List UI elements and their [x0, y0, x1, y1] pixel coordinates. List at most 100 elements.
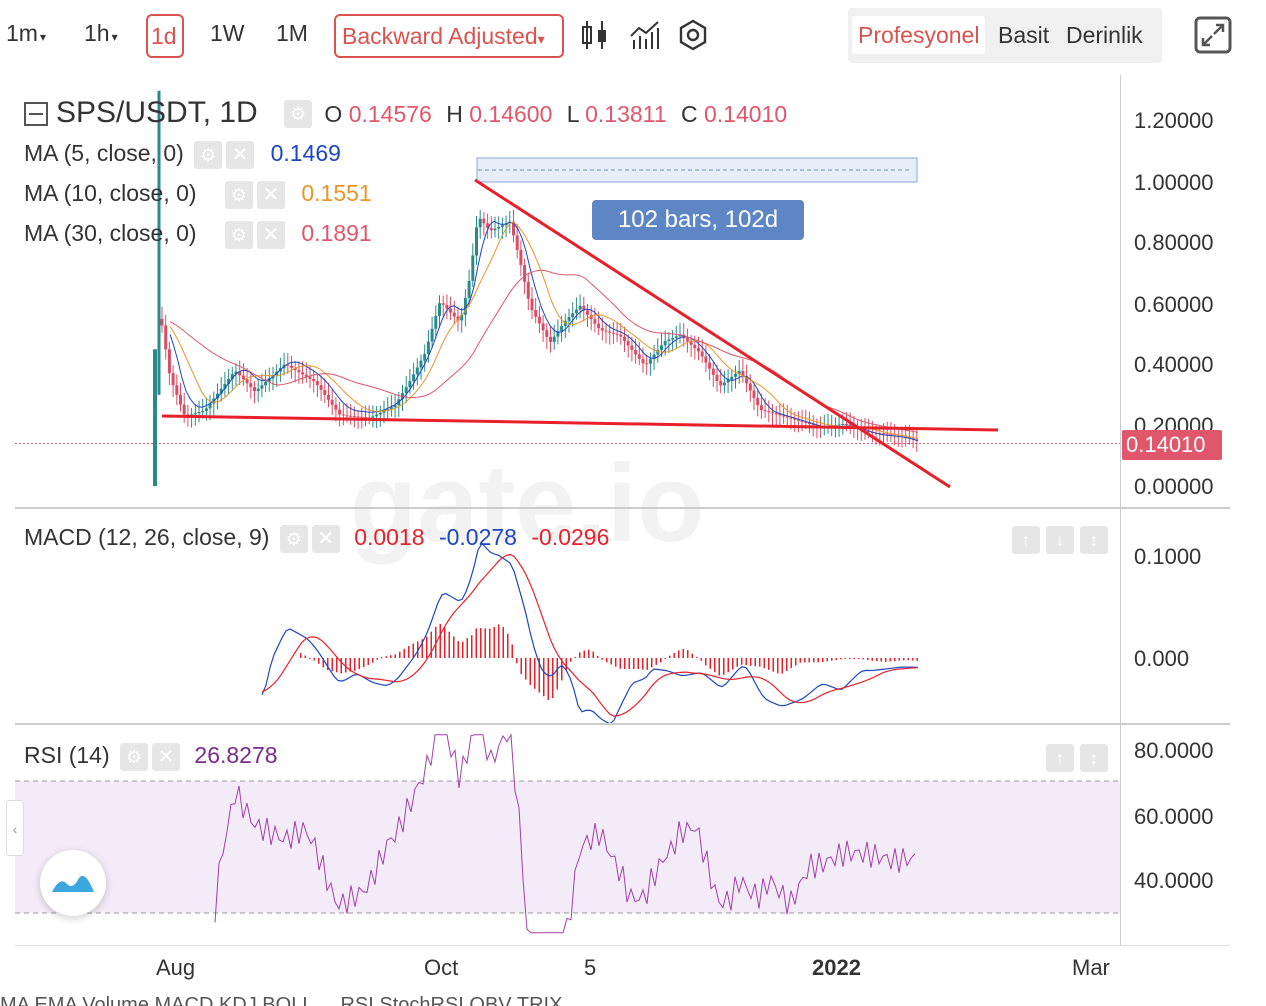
macd-histogram-bar: [457, 641, 459, 658]
macd-histogram-bar: [795, 658, 797, 666]
macd-histogram-bar: [727, 658, 729, 673]
macd-histogram-bar: [862, 658, 864, 660]
support-trendline: [161, 414, 999, 432]
macd-histogram-bar: [327, 658, 329, 670]
interval-label: 1h: [84, 20, 110, 46]
macd-histogram-bar: [817, 658, 819, 663]
candle-body: [260, 385, 264, 389]
interval-1d[interactable]: 1d: [146, 14, 184, 58]
macd-signal-value: -0.0278: [438, 524, 517, 550]
candle-body: [567, 317, 571, 321]
macd-histogram-bar: [759, 658, 761, 667]
ma-label: MA (5, close, 0): [24, 140, 184, 166]
interval-1h[interactable]: 1h ▾: [84, 20, 118, 47]
view-mode-profesyonel[interactable]: Profesyonel: [852, 16, 986, 54]
macd-histogram-bar: [489, 628, 491, 658]
rsi-band: [15, 781, 1120, 913]
ma10-legend: MA (10, close, 0) ⚙ ✕ 0.1551: [24, 180, 372, 209]
close-icon[interactable]: ✕: [256, 180, 285, 209]
pane-separator[interactable]: [15, 723, 1230, 725]
candle-body: [208, 403, 212, 409]
macd-histogram-bar: [763, 658, 765, 669]
candle-body: [345, 415, 349, 417]
interval-label: 1M: [276, 20, 308, 46]
close-icon[interactable]: ✕: [311, 524, 340, 553]
macd-histogram-bar: [309, 658, 311, 659]
candle-body: [330, 399, 334, 405]
gear-icon[interactable]: ⚙: [120, 742, 149, 771]
candle-body: [678, 334, 682, 337]
candle-body: [241, 375, 245, 380]
tradingview-logo-icon[interactable]: [40, 850, 106, 916]
macd-histogram-bar: [561, 658, 563, 681]
adjustment-dropdown[interactable]: Backward Adjusted▾: [334, 14, 564, 58]
interval-1m-month[interactable]: 1M: [276, 20, 308, 47]
resize-icon[interactable]: ↕: [1080, 526, 1108, 554]
interval-1w[interactable]: 1W: [210, 20, 245, 47]
price-tick: 0.60000: [1134, 292, 1214, 317]
candle-body: [693, 344, 697, 349]
rsi-chart[interactable]: [0, 726, 1120, 946]
price-tick: 0.80000: [1134, 230, 1214, 255]
macd-histogram-bar: [894, 658, 896, 661]
price-chart[interactable]: [0, 75, 1120, 505]
macd-histogram-bar: [723, 658, 725, 675]
candle-body: [604, 330, 608, 332]
move-up-icon[interactable]: ↑: [1012, 526, 1040, 554]
candle-body: [608, 331, 612, 333]
candle-body: [500, 225, 504, 227]
gear-icon[interactable]: ⚙: [224, 220, 253, 249]
macd-chart[interactable]: [0, 510, 1120, 725]
collapse-icon[interactable]: [24, 102, 48, 127]
macd-histogram-bar: [664, 658, 666, 659]
candle-body: [190, 414, 194, 416]
view-mode-basit[interactable]: Basit: [998, 22, 1050, 48]
close-icon[interactable]: ✕: [226, 140, 255, 169]
close-icon[interactable]: ✕: [256, 220, 285, 249]
close-icon[interactable]: ✕: [152, 742, 181, 771]
watermark-text: gate.io: [350, 442, 705, 565]
macd-histogram-bar: [619, 658, 621, 669]
candle-body: [848, 424, 852, 426]
candle-body: [597, 323, 601, 329]
candlestick-icon[interactable]: [578, 18, 612, 52]
candle-body: [327, 394, 330, 400]
last-price-badge: 0.14010: [1122, 430, 1222, 460]
macd-histogram-bar: [480, 628, 482, 658]
move-down-icon[interactable]: ↓: [1046, 526, 1074, 554]
macd-histogram-bar: [471, 635, 473, 658]
macd-histogram-bar: [592, 651, 594, 658]
indicators-icon[interactable]: [628, 18, 662, 52]
candle-body: [626, 341, 630, 346]
macd-histogram-bar: [790, 658, 792, 669]
candle-body: [667, 339, 671, 342]
indicator-bar[interactable]: MA EMA Volume MACD KDJ BOLL ... RSI Stoc…: [0, 994, 1266, 1006]
gear-icon[interactable]: ⚙: [224, 180, 253, 209]
macd-histogram-bar: [502, 627, 504, 658]
fullscreen-icon[interactable]: [1194, 16, 1234, 56]
pane-separator[interactable]: [15, 507, 1230, 509]
candle-body: [611, 332, 615, 334]
gear-icon[interactable]: ⚙: [279, 524, 308, 553]
interval-1m[interactable]: 1m ▾: [6, 20, 46, 47]
candle-body: [223, 383, 227, 389]
settings-icon[interactable]: [676, 18, 710, 52]
candle-body: [486, 223, 490, 228]
macd-histogram-bar: [606, 658, 608, 663]
move-up-icon[interactable]: ↑: [1046, 744, 1074, 772]
candle-body: [785, 416, 789, 418]
date-tick: Mar: [1072, 955, 1110, 980]
gear-icon[interactable]: ⚙: [284, 100, 313, 129]
resize-icon[interactable]: ↕: [1080, 744, 1108, 772]
caret-down-icon: ▾: [537, 31, 545, 47]
macd-histogram-bar: [628, 658, 630, 669]
gear-icon[interactable]: ⚙: [194, 140, 223, 169]
macd-histogram-bar: [318, 658, 320, 664]
candle-body: [478, 218, 482, 228]
candle-body: [371, 416, 375, 418]
macd-histogram-bar: [484, 628, 486, 658]
macd-histogram-bar: [885, 658, 887, 662]
collapse-left-icon[interactable]: ‹: [6, 800, 24, 856]
candle-body: [167, 349, 171, 374]
view-mode-derinlik[interactable]: Derinlik: [1066, 22, 1143, 48]
